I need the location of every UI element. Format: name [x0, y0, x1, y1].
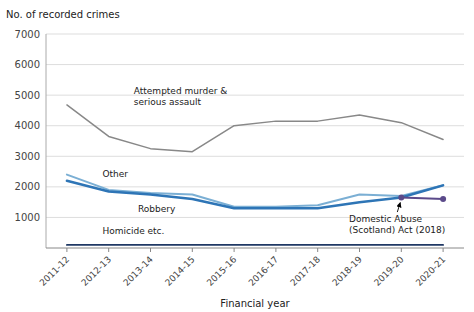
- x-tick-label: 2012-13: [79, 254, 113, 288]
- grid: [46, 34, 464, 217]
- plot-area: [67, 105, 446, 245]
- x-tick-label: 2016-17: [247, 254, 281, 288]
- series-line: [67, 175, 443, 207]
- x-tick: [234, 248, 235, 252]
- chart: 1000 2000 3000 4000 5000 6000 7000 2011-122012-…: [0, 0, 474, 312]
- grid-line: [46, 125, 464, 126]
- series-label: Domestic Abuse(Scotland) Act (2018): [349, 214, 445, 235]
- x-tick: [108, 248, 109, 252]
- y-tick-label: 4000: [15, 120, 40, 131]
- x-tick: [66, 248, 67, 252]
- series-label: Other: [102, 169, 128, 179]
- y-tick-label: 3000: [15, 151, 40, 162]
- x-tick-label: 2017-18: [288, 254, 322, 288]
- series-line: [67, 244, 443, 246]
- x-tick: [359, 248, 360, 252]
- grid-line: [46, 95, 464, 96]
- x-tick-label: 2015-16: [205, 254, 239, 288]
- y-axis-label: No. of recorded crimes: [6, 9, 120, 20]
- x-tick-label: 2018-19: [330, 254, 364, 288]
- y-tick-label: 1000: [15, 212, 40, 223]
- x-tick-label: 2011-12: [38, 254, 72, 288]
- y-tick-label: 6000: [15, 59, 40, 70]
- x-tick-label: 2019-20: [372, 254, 406, 288]
- grid-line: [46, 64, 464, 65]
- grid-line: [46, 186, 464, 187]
- x-axis-label: Financial year: [220, 298, 290, 309]
- x-tick: [275, 248, 276, 252]
- x-tick: [443, 248, 444, 252]
- annotation-arrow: [397, 203, 400, 213]
- y-axis-line: [46, 34, 47, 248]
- y-tick-label: 2000: [15, 181, 40, 192]
- series-marker: [440, 196, 446, 202]
- grid-line: [46, 156, 464, 157]
- x-tick: [317, 248, 318, 252]
- x-tick: [401, 248, 402, 252]
- grid-line: [46, 34, 464, 35]
- x-tick-label: 2013-14: [121, 254, 155, 288]
- x-tick: [192, 248, 193, 252]
- x-tick-label: 2014-15: [163, 254, 197, 288]
- series-label: Robbery: [138, 204, 176, 214]
- series-line: [67, 181, 443, 209]
- series-line: [401, 198, 443, 200]
- series-label: Attempted murder &serious assault: [134, 86, 228, 107]
- x-tick-label: 2020-21: [414, 254, 448, 288]
- series-marker: [398, 195, 404, 201]
- series-label: Homicide etc.: [102, 226, 164, 236]
- y-tick-label: 5000: [15, 90, 40, 101]
- x-tick: [150, 248, 151, 252]
- y-tick-label: 7000: [15, 29, 40, 40]
- series-line: [67, 105, 443, 152]
